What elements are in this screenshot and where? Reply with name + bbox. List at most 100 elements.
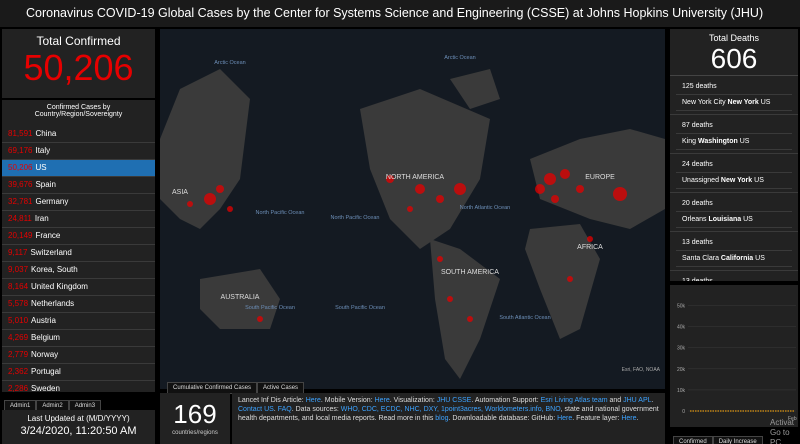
count: 81,591 [8, 129, 33, 138]
country: Sweden [31, 384, 60, 392]
country: US [739, 138, 750, 145]
country: Italy [35, 146, 51, 155]
link[interactable]: blog [435, 415, 449, 422]
map-label: SOUTH AMERICA [441, 269, 499, 276]
text: . Mobile Version: [320, 397, 375, 404]
label: Total Confirmed [36, 34, 121, 48]
map-label: AUSTRALIA [221, 294, 260, 301]
state: New York [720, 177, 753, 184]
list-title: Confirmed Cases by Country/Region/Sovere… [34, 104, 123, 118]
link[interactable]: Esri Living Atlas team [540, 397, 608, 404]
link[interactable]: Contact US [238, 406, 274, 413]
watermark-line: Activat [770, 418, 795, 427]
country: Germany [35, 197, 69, 206]
count: 20,149 [8, 231, 33, 240]
watermark-line: Go to PC [770, 428, 790, 444]
country-row[interactable]: 4,269 Belgium [2, 330, 155, 347]
value: 50,206 [23, 47, 134, 88]
text: . Data sources: [291, 406, 341, 413]
death-row: 13 deathsSuffolk New York US [670, 271, 798, 281]
x-tick-label: Feb [788, 416, 797, 422]
link[interactable]: JHU APL [623, 397, 652, 404]
count: 32,781 [8, 197, 33, 206]
country-row[interactable]: 81,591 China [2, 126, 155, 143]
country-list: Confirmed Cases by Country/Region/Sovere… [2, 100, 155, 392]
count: 24,811 [8, 214, 32, 223]
country-row[interactable]: 8,164 United Kingdom [2, 279, 155, 296]
map-label: ASIA [172, 189, 188, 196]
info: Lancet Inf Dis Article: Here. Mobile Ver… [232, 393, 665, 444]
link[interactable]: Here [305, 397, 321, 404]
country: US [743, 216, 753, 223]
total-deaths: Total Deaths 606 125 deaths New York City… [670, 29, 798, 281]
tab[interactable]: Admin2 [36, 400, 69, 412]
map-label: South Atlantic Ocean [499, 315, 550, 321]
y-tick-label: 50k [677, 304, 686, 310]
map-label: EUROPE [585, 174, 615, 181]
value: 606 [670, 43, 798, 76]
death-row: 125 deaths New York City New York US [670, 76, 798, 115]
country-row[interactable]: 24,811 Iran [2, 211, 155, 228]
case-dots [187, 169, 627, 322]
text: . Visualization: [389, 397, 437, 404]
link[interactable]: WHO, CDC, ECDC, NHC, DXY, 1point3acres, … [340, 406, 561, 413]
label: Total Deaths [708, 33, 760, 43]
map-tabs: Cumulative Confirmed Cases Active Cases [167, 376, 305, 394]
country-row[interactable]: 5,578 Netherlands [2, 296, 155, 313]
country-row[interactable]: 2,362 Portugal [2, 364, 155, 381]
y-tick-label: 30k [677, 346, 686, 352]
link[interactable]: JHU CSSE [436, 397, 472, 404]
location: Orleans Louisiana US [676, 212, 792, 228]
country: Switzerland [30, 248, 72, 257]
death-row: 87 deaths King Washington US [670, 115, 798, 154]
location: Unassigned New York US [676, 173, 792, 189]
country: Belgium [31, 333, 60, 342]
country: United Kingdom [31, 282, 88, 291]
text: . [651, 397, 654, 404]
text: and [607, 397, 624, 404]
y-tick-label: 0 [682, 409, 685, 415]
y-tick-label: 20k [677, 367, 686, 373]
map-label: South Pacific Ocean [335, 305, 385, 311]
country-row[interactable]: 2,286 Sweden [2, 381, 155, 392]
text: Lancet Inf Dis Article: [238, 397, 306, 404]
country-row[interactable]: 20,149 France [2, 228, 155, 245]
count: 9,117 [8, 248, 28, 257]
country-row[interactable]: 32,781 Germany [2, 194, 155, 211]
count: 13 deaths [676, 235, 792, 251]
country-row[interactable]: 2,779 Norway [2, 347, 155, 364]
deaths-list: 125 deaths New York City New York US 87 de… [670, 76, 798, 281]
country: France [35, 231, 61, 240]
label: countries/regions [172, 430, 218, 436]
country-row[interactable]: 39,676 Spain [2, 177, 155, 194]
link[interactable]: Here [374, 397, 390, 404]
place: Unassigned [682, 177, 719, 184]
tab[interactable]: Confirmed [673, 436, 713, 444]
map-label: AFRICA [577, 244, 603, 251]
country: China [35, 129, 57, 138]
country-row[interactable]: 9,117 Switzerland [2, 245, 155, 262]
country: US [35, 163, 47, 172]
map-label: North Atlantic Ocean [460, 205, 510, 211]
link[interactable]: Here [557, 415, 573, 422]
count: 5,010 [8, 316, 29, 325]
death-row: 24 deaths Unassigned New York US [670, 154, 798, 193]
country: Spain [35, 180, 56, 189]
country-row[interactable]: 50,206 US [2, 160, 155, 177]
country-row[interactable]: 5,010 Austria [2, 313, 155, 330]
text: . Automation Support: [471, 397, 541, 404]
link[interactable]: FAQ [277, 406, 292, 413]
attribution: Esri, FAO, NOAA [622, 367, 661, 373]
text: . [273, 406, 278, 413]
value: 3/24/2020, 11:20:50 AM [20, 425, 137, 437]
state: California [720, 255, 754, 262]
country: US [755, 255, 765, 262]
text: . [636, 415, 639, 422]
country-row[interactable]: 9,037 Korea, South [2, 262, 155, 279]
link[interactable]: Here [621, 415, 637, 422]
map-label: South Pacific Ocean [245, 305, 295, 311]
country-row[interactable]: 69,176 Italy [2, 143, 155, 160]
tab[interactable]: Daily Increase [712, 436, 763, 444]
y-tick-label: 40k [677, 325, 686, 331]
